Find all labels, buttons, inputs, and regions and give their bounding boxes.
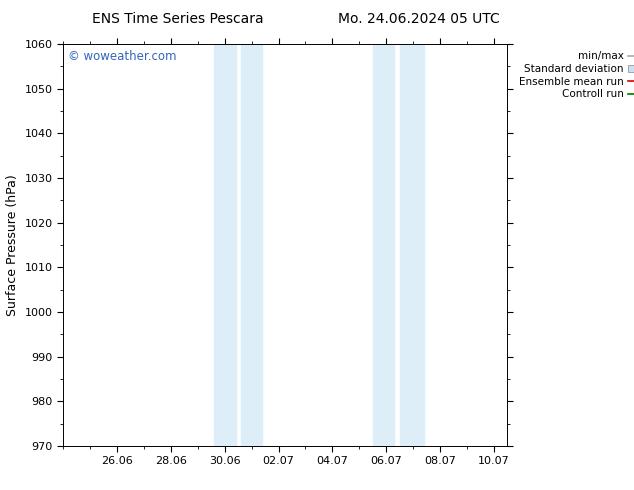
Bar: [241, 44, 262, 446]
Legend: min/max, Standard deviation, Ensemble mean run, Controll run: min/max, Standard deviation, Ensemble me…: [517, 49, 634, 101]
Text: ENS Time Series Pescara: ENS Time Series Pescara: [92, 12, 263, 26]
Text: Mo. 24.06.2024 05 UTC: Mo. 24.06.2024 05 UTC: [337, 12, 500, 26]
Bar: [399, 44, 424, 446]
Text: © woweather.com: © woweather.com: [68, 50, 176, 63]
Bar: [214, 44, 236, 446]
Y-axis label: Surface Pressure (hPa): Surface Pressure (hPa): [6, 174, 19, 316]
Bar: [373, 44, 394, 446]
